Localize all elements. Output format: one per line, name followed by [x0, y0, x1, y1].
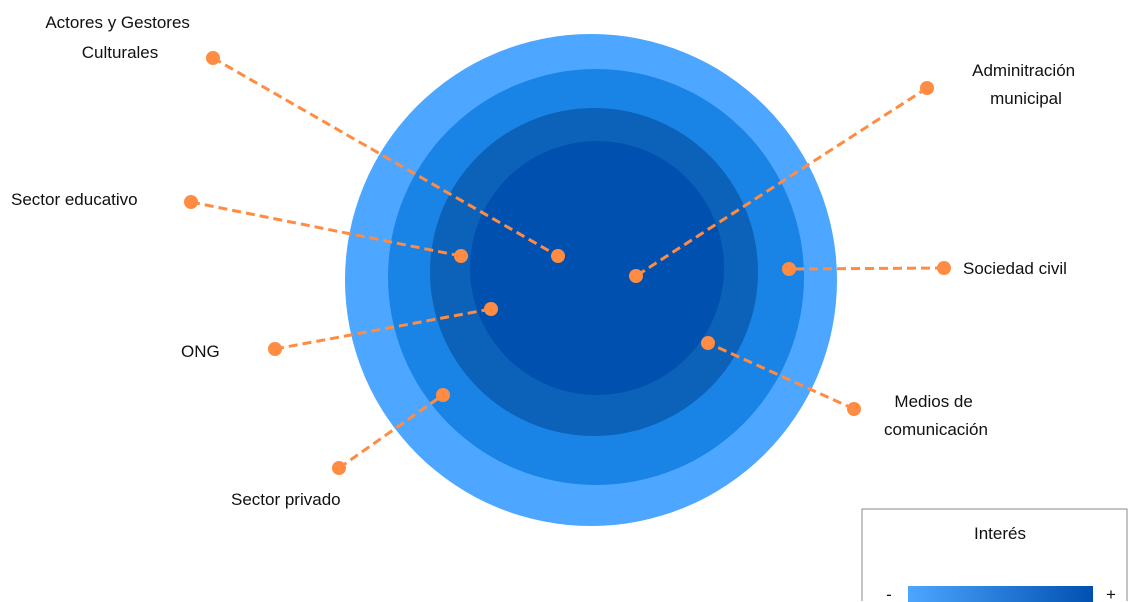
dot-sector-educativo-outer: [184, 195, 198, 209]
label-sociedad-civil: Sociedad civil: [963, 259, 1067, 278]
connectors: [184, 51, 951, 475]
connector-actores: [206, 51, 565, 263]
ring-core: [470, 141, 724, 395]
legend-title: Interés: [974, 524, 1026, 543]
label-administracion: Adminitración municipal: [972, 61, 1080, 108]
connector-medios: [701, 336, 861, 416]
connector-sociedad-civil: [782, 261, 951, 276]
dot-sector-privado-outer: [332, 461, 346, 475]
dot-actores-inner: [551, 249, 565, 263]
stakeholder-labels: Actores y Gestores Culturales Sector edu…: [11, 13, 1080, 509]
connector-sector-educativo: [184, 195, 468, 263]
dot-sociedad-civil-inner: [782, 262, 796, 276]
legend-gradient-bar: [908, 586, 1093, 602]
label-sector-educativo: Sector educativo: [11, 190, 138, 209]
legend-minus: -: [886, 585, 892, 602]
dot-sociedad-civil-outer: [937, 261, 951, 275]
connector-administracion: [629, 81, 934, 283]
connector-ong: [268, 302, 498, 356]
dot-ong-outer: [268, 342, 282, 356]
legend: Interés - +: [861, 508, 1128, 602]
label-medios: Medios de comunicación: [884, 392, 988, 439]
label-actores: Actores y Gestores Culturales: [45, 13, 194, 62]
dot-medios-outer: [847, 402, 861, 416]
dot-medios-inner: [701, 336, 715, 350]
legend-frame: [861, 508, 1128, 601]
dot-sector-privado-inner: [436, 388, 450, 402]
legend-plus: +: [1106, 585, 1116, 602]
dot-actores-outer: [206, 51, 220, 65]
dot-administracion-outer: [920, 81, 934, 95]
dot-administracion-inner: [629, 269, 643, 283]
connector-sector-privado: [332, 388, 450, 475]
label-sector-privado: Sector privado: [231, 490, 341, 509]
dot-ong-inner: [484, 302, 498, 316]
dot-sector-educativo-inner: [454, 249, 468, 263]
interest-rings: [345, 34, 837, 526]
label-ong: ONG: [181, 342, 220, 361]
